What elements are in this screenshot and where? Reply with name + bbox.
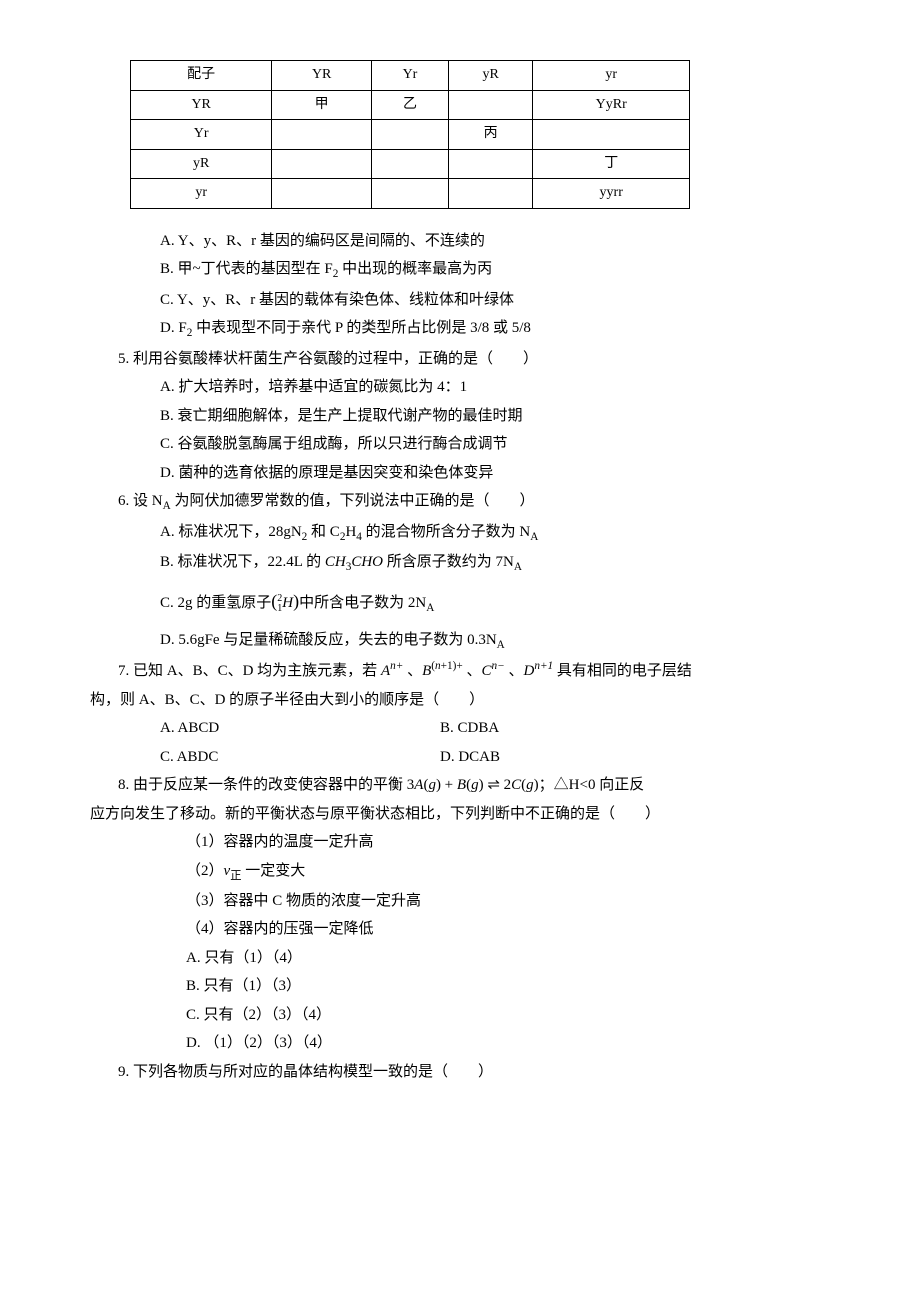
table-cell: yr <box>533 61 690 91</box>
q8-option-d: D. （1）（2）（3）（4） <box>186 1029 830 1058</box>
q6-stem: 6. 设 NA 为阿伏加德罗常数的值，下列说法中正确的是（ ） <box>118 487 830 517</box>
q5-option-b: B. 衰亡期细胞解体，是生产上提取代谢产物的最佳时期 <box>160 402 830 431</box>
q7-stem-line2: 构，则 A、B、C、D 的原子半径由大到小的顺序是（ ） <box>90 686 830 715</box>
q8-option-a: A. 只有（1）（4） <box>186 944 830 973</box>
q7-options-row1: A. ABCD B. CDBA <box>160 714 830 743</box>
q7-option-c: C. ABDC <box>160 743 440 772</box>
text: ；△H<0 向正反 <box>539 777 645 793</box>
equilibrium-arrow-icon: ⇌ <box>487 777 500 793</box>
text: H <box>345 524 356 540</box>
text: 具有相同的电子层结 <box>553 663 692 679</box>
text: B. 标准状况下，22.4L 的 <box>160 554 325 570</box>
table-cell <box>272 179 372 209</box>
table-cell: yyrr <box>533 179 690 209</box>
q7-stem-line1: 7. 已知 A、B、C、D 均为主族元素，若 An+ 、B(n+1)+ 、Cn−… <box>118 656 830 686</box>
q5-option-c: C. 谷氨酸脱氢酶属于组成酶，所以只进行酶合成调节 <box>160 430 830 459</box>
q8-sub2: （2）v正 一定变大 <box>186 857 830 887</box>
table-cell: YyRr <box>533 90 690 120</box>
q6-option-a: A. 标准状况下，28gN2 和 C2H4 的混合物所含分子数为 NA <box>160 518 830 548</box>
table-cell: 乙 <box>372 90 449 120</box>
text: 6. 设 N <box>118 493 163 509</box>
table-cell: YR <box>272 61 372 91</box>
q8-option-c: C. 只有（2）（3）（4） <box>186 1001 830 1030</box>
table-cell: yR <box>131 149 272 179</box>
table-cell: 丙 <box>448 120 533 150</box>
q8-stem-line1: 8. 由于反应某一条件的改变使容器中的平衡 3A(g) + B(g) ⇌ 2C(… <box>118 771 830 800</box>
q6-option-d: D. 5.6gFe 与足量稀硫酸反应，失去的电子数为 0.3NA <box>160 626 830 656</box>
table-cell <box>533 120 690 150</box>
text: 7. 已知 A、B、C、D 均为主族元素，若 <box>118 663 381 679</box>
q4-option-a: A. Y、y、R、r 基因的编码区是间隔的、不连续的 <box>160 227 830 256</box>
q8-sub3: （3）容器中 C 物质的浓度一定升高 <box>186 887 830 916</box>
table-cell: Yr <box>131 120 272 150</box>
q7-option-d: D. DCAB <box>440 743 500 772</box>
table-cell: 甲 <box>272 90 372 120</box>
q8-sub1: （1）容器内的温度一定升高 <box>186 828 830 857</box>
q5-option-d: D. 菌种的选育依据的原理是基因突变和染色体变异 <box>160 459 830 488</box>
text: 的混合物所含分子数为 N <box>362 524 530 540</box>
table-cell <box>372 179 449 209</box>
q6-option-c: C. 2g 的重氢原子(21H)中所含电子数为 2NA <box>160 584 830 619</box>
text: A. 标准状况下，28gN <box>160 524 302 540</box>
text: 所含原子数约为 7N <box>383 554 514 570</box>
text: C. 2g 的重氢原子 <box>160 595 271 611</box>
table-cell: 配子 <box>131 61 272 91</box>
q4-option-d: D. F2 中表现型不同于亲代 P 的类型所占比例是 3/8 或 5/8 <box>160 314 830 344</box>
table-cell: yr <box>131 179 272 209</box>
table-cell <box>448 90 533 120</box>
text: D. 5.6gFe 与足量稀硫酸反应，失去的电子数为 0.3N <box>160 632 497 648</box>
table-cell <box>272 120 372 150</box>
table-cell: YR <box>131 90 272 120</box>
q7-option-b: B. CDBA <box>440 714 499 743</box>
table-cell: Yr <box>372 61 449 91</box>
table-cell: yR <box>448 61 533 91</box>
text: 8. 由于反应某一条件的改变使容器中的平衡 <box>118 777 407 793</box>
table-cell <box>448 179 533 209</box>
q9-stem: 9. 下列各物质与所对应的晶体结构模型一致的是（ ） <box>118 1058 830 1087</box>
table-cell <box>448 149 533 179</box>
text: （2） <box>186 863 224 879</box>
isotope-symbol: H <box>282 595 293 611</box>
q4-option-b: B. 甲~丁代表的基因型在 F2 中出现的概率最高为丙 <box>160 255 830 285</box>
table-cell <box>372 120 449 150</box>
q7-option-a: A. ABCD <box>160 714 440 743</box>
text: 中所含电子数为 2N <box>299 595 426 611</box>
table-cell: 丁 <box>533 149 690 179</box>
table-cell <box>272 149 372 179</box>
q5-stem: 5. 利用谷氨酸棒状杆菌生产谷氨酸的过程中，正确的是（ ） <box>118 345 830 374</box>
q5-option-a: A. 扩大培养时，培养基中适宜的碳氮比为 4：1 <box>160 373 830 402</box>
q8-sub4: （4）容器内的压强一定降低 <box>186 915 830 944</box>
q7-options-row2: C. ABDC D. DCAB <box>160 743 830 772</box>
text: 为阿伏加德罗常数的值，下列说法中正确的是（ ） <box>171 493 535 509</box>
text: 一定变大 <box>241 863 305 879</box>
q8-option-b: B. 只有（1）（3） <box>186 972 830 1001</box>
q6-option-b: B. 标准状况下，22.4L 的 CH3CHO 所含原子数约为 7NA <box>160 548 830 578</box>
q8-stem-line2: 应方向发生了移动。新的平衡状态与原平衡状态相比，下列判断中不正确的是（ ） <box>90 800 830 829</box>
text: 和 C <box>307 524 340 540</box>
table-cell <box>372 149 449 179</box>
punnett-table: 配子 YR Yr yR yr YR 甲 乙 YyRr Yr 丙 yR 丁 yr … <box>130 60 690 209</box>
q4-option-c: C. Y、y、R、r 基因的载体有染色体、线粒体和叶绿体 <box>160 286 830 315</box>
